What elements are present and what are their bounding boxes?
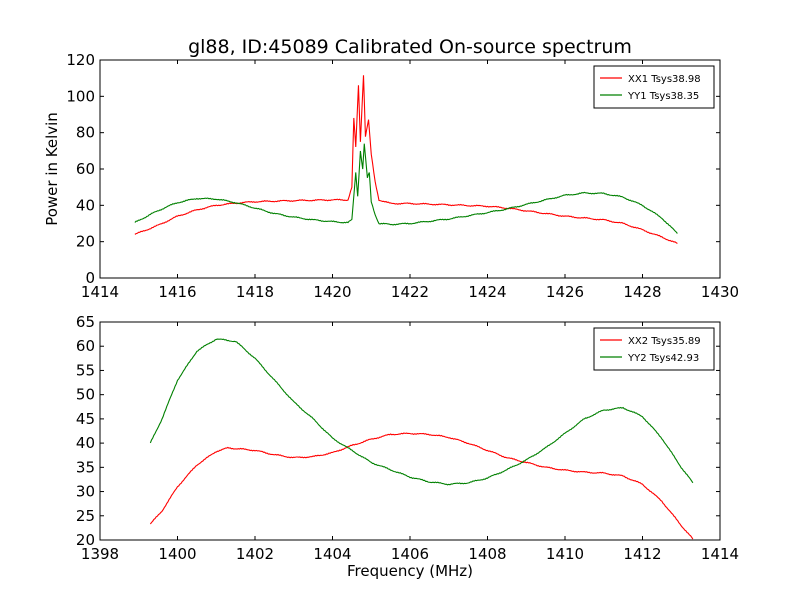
x-tick-label: 1424 [468,283,506,301]
x-tick-label: 1422 [391,283,429,301]
x-tick-label: 1398 [81,545,119,563]
y-tick-label: 50 [76,386,95,404]
y-tick-label: 120 [66,51,95,69]
series-line-1-0 [149,432,694,540]
y-tick-label: 20 [76,233,95,251]
series-line-0-1 [134,143,678,234]
y-tick-label: 20 [76,531,95,549]
y-tick-label: 60 [76,337,95,355]
series-line-0-0 [134,75,678,244]
legend [593,65,715,109]
y-tick-label: 100 [66,87,95,105]
x-tick-label: 1406 [391,545,429,563]
x-tick-label: 1414 [701,545,739,563]
y-tick-label: 30 [76,483,95,501]
x-tick-label: 1402 [236,545,274,563]
y-tick-label: 0 [85,269,95,287]
bottom-panel: 1398 1400 1402 1404 1406 1408 1410 1412 1414 20 25… [76,313,739,563]
y-tick-label: 80 [76,124,95,142]
x-tick-label: 1430 [701,283,739,301]
y-tick-label: 35 [76,458,95,476]
y-tick-label: 65 [76,313,95,331]
y-tick-label: 40 [76,196,95,214]
x-tick-label: 1410 [546,545,584,563]
x-tick-label: 1420 [313,283,351,301]
legend-entry: YY1 Tsys38.35 [627,91,699,102]
x-tick-label: 1414 [81,283,119,301]
x-tick-label: 1408 [468,545,506,563]
series-line-1-1 [149,338,694,486]
y-tick-label: 45 [76,410,95,428]
y-tick-label: 25 [76,507,95,525]
y-tick-label: 40 [76,434,95,452]
top-panel: 1414 1416 1418 1420 1422 1424 1426 1428 1430 0 20 4… [66,51,739,301]
x-tick-label: 1412 [623,545,661,563]
x-tick-label: 1416 [158,283,196,301]
legend [593,327,715,371]
legend-entry: YY2 Tsys42.93 [627,353,699,364]
top-y-axis-label: Power in Kelvin [43,112,61,226]
x-tick-label: 1400 [158,545,196,563]
x-tick-label: 1426 [546,283,584,301]
legend-entry: XX1 Tsys38.98 [628,74,701,85]
x-tick-label: 1428 [623,283,661,301]
chart-title: gl88, ID:45089 Calibrated On-source spec… [188,36,632,58]
bottom-x-axis-label: Frequency (MHz) [347,562,473,580]
y-tick-label: 60 [76,160,95,178]
legend-entry: XX2 Tsys35.89 [628,336,701,347]
y-tick-label: 55 [76,361,95,379]
x-tick-label: 1418 [236,283,274,301]
x-tick-label: 1404 [313,545,351,563]
